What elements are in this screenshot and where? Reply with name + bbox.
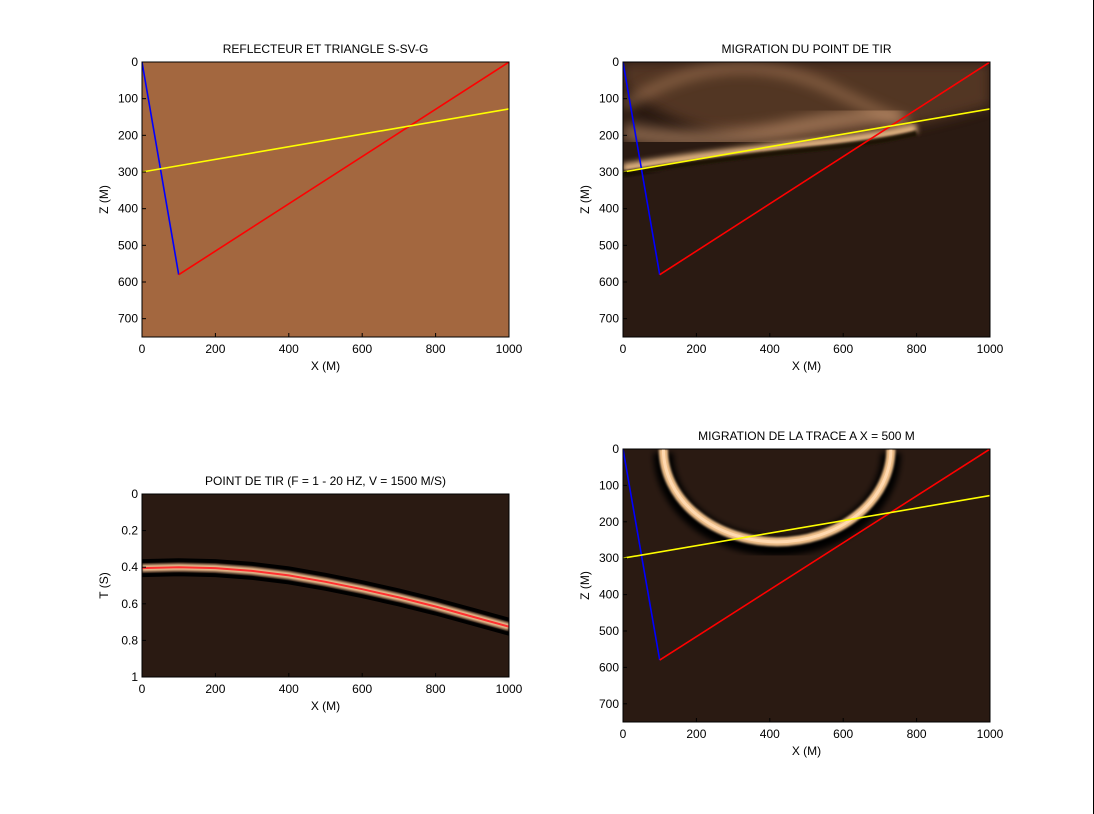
chart-reflecteur: 0 200 400 600 800 1000 0 100 200 300 400 500 600 700 R… [97, 42, 523, 373]
y-tick-label: 0 [131, 487, 138, 501]
y-tick-label: 600 [599, 275, 619, 289]
plot-area [142, 62, 509, 276]
x-tick-label: 600 [833, 342, 853, 356]
series-line-2 [623, 108, 990, 173]
y-tick-label: 700 [599, 312, 619, 326]
migrated-shadow [623, 130, 918, 177]
x-tick-label: 400 [279, 682, 299, 696]
series-line-1 [178, 62, 509, 276]
y-tick-label: 0.8 [121, 633, 138, 647]
plot-frame [141, 493, 510, 678]
series-line-1 [659, 62, 990, 276]
y-tick-label: 0.2 [121, 524, 138, 538]
y-tick-label: 400 [599, 202, 619, 216]
y-tick-label: 200 [599, 515, 619, 529]
plot-area [623, 62, 990, 276]
x-tick-label: 0 [620, 342, 627, 356]
series-line-1 [659, 449, 990, 661]
x-tick-label: 200 [205, 342, 225, 356]
y-tick-label: 0 [131, 55, 138, 69]
y-tick-label: 200 [118, 128, 138, 142]
x-tick-label: 0 [139, 682, 146, 696]
x-tick-label: 1000 [977, 727, 1004, 741]
x-tick-label: 1000 [496, 342, 523, 356]
x-tick-label: 400 [279, 342, 299, 356]
x-tick-label: 600 [352, 342, 372, 356]
chart-migration-trace: 0 200 400 600 800 1000 0 100 200 300 400 500 600 700 M… [578, 429, 1004, 758]
y-tick-label: 300 [118, 165, 138, 179]
y-tick-label: 500 [599, 238, 619, 252]
chart-title: MIGRATION DU POINT DE TIR [721, 42, 891, 56]
x-tick-label: 400 [760, 727, 780, 741]
x-tick-label: 200 [686, 342, 706, 356]
y-tick-label: 400 [118, 202, 138, 216]
chart-title: POINT DE TIR (F = 1 - 20 HZ, V = 1500 M/… [205, 474, 446, 488]
y-axis-label: Z (M) [578, 571, 592, 600]
x-axis-label: X (M) [311, 359, 340, 373]
plot-frame [141, 61, 510, 338]
x-axis-label: X (M) [311, 699, 340, 713]
series-line-2 [142, 108, 509, 173]
x-tick-label: 0 [620, 727, 627, 741]
y-axis-label: Z (M) [97, 185, 111, 214]
x-tick-label: 0 [139, 342, 146, 356]
x-tick-label: 800 [907, 727, 927, 741]
y-tick-label: 0 [612, 55, 619, 69]
y-tick-label: 400 [599, 588, 619, 602]
plot-frame [622, 61, 991, 338]
x-tick-label: 200 [205, 682, 225, 696]
x-tick-label: 200 [686, 727, 706, 741]
plot-area [142, 558, 509, 636]
y-tick-label: 0.4 [121, 560, 138, 574]
x-axis-label: X (M) [792, 359, 821, 373]
migrated-reflector [623, 123, 918, 173]
y-tick-label: 300 [599, 551, 619, 565]
y-tick-label: 700 [118, 312, 138, 326]
y-tick-label: 1 [131, 670, 138, 684]
plot-frame [622, 448, 991, 723]
halo-band [623, 104, 903, 148]
x-tick-label: 1000 [977, 342, 1004, 356]
y-tick-label: 600 [118, 275, 138, 289]
x-tick-label: 600 [833, 727, 853, 741]
ellipse-peak [661, 449, 893, 544]
y-tick-label: 100 [599, 92, 619, 106]
x-axis-label: X (M) [792, 744, 821, 758]
y-tick-label: 100 [599, 478, 619, 492]
x-tick-label: 800 [907, 342, 927, 356]
x-tick-label: 600 [352, 682, 372, 696]
y-tick-label: 0.6 [121, 597, 138, 611]
plot-area [623, 449, 990, 661]
y-tick-label: 700 [599, 697, 619, 711]
y-axis-label: T (S) [97, 572, 111, 598]
chart-title: MIGRATION DE LA TRACE A X = 500 M [698, 429, 915, 443]
plot-background [142, 62, 509, 337]
y-tick-label: 500 [599, 624, 619, 638]
y-axis-label: Z (M) [578, 185, 592, 214]
y-tick-label: 0 [612, 442, 619, 456]
y-tick-label: 200 [599, 128, 619, 142]
chart-migration-point-tir: 0 200 400 600 800 1000 0 100 200 300 400 500 600 700 M… [578, 42, 1004, 373]
chart-title: REFLECTEUR ET TRIANGLE S-SV-G [223, 42, 429, 56]
y-tick-label: 600 [599, 660, 619, 674]
wavelet-peak [142, 566, 509, 628]
chart-point-de-tir: 0 200 400 600 800 1000 0 0.2 0.4 0.6 0.8 1 POINT DE … [97, 474, 523, 713]
x-tick-label: 400 [760, 342, 780, 356]
plot-background [142, 494, 509, 677]
x-tick-label: 1000 [496, 682, 523, 696]
y-tick-label: 500 [118, 238, 138, 252]
x-tick-label: 800 [426, 342, 446, 356]
wavelet-side-top [142, 558, 509, 622]
x-tick-label: 800 [426, 682, 446, 696]
series-line-2 [623, 494, 990, 559]
y-tick-label: 100 [118, 92, 138, 106]
wavelet-side-bottom [142, 572, 509, 636]
y-tick-label: 300 [599, 165, 619, 179]
